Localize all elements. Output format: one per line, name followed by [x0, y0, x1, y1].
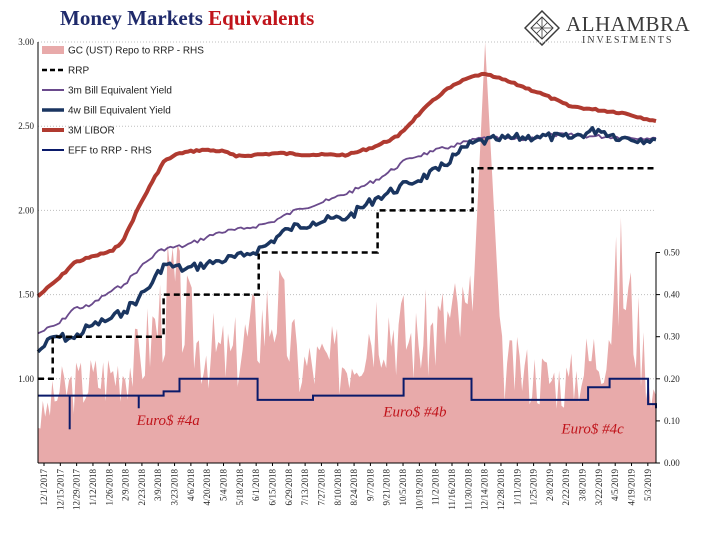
- x-tick-label-14: 6/15/2018: [267, 469, 277, 506]
- annotation-2: Euro$ #4c: [560, 422, 624, 438]
- x-tick-label-32: 2/22/2019: [561, 469, 571, 506]
- x-tick-label-1: 12/15/2017: [55, 469, 65, 511]
- logo-name: ALHAMBRA: [566, 12, 691, 36]
- x-tick-label-24: 11/2/2018: [431, 469, 441, 506]
- left-tick-label-3: 1.50: [18, 290, 34, 300]
- left-tick-label-0: 3.00: [18, 37, 34, 47]
- legend-label-0: GC (UST) Repo to RRP - RHS: [68, 46, 204, 57]
- x-tick-label-17: 7/27/2018: [316, 469, 326, 506]
- legend-label-5: EFF to RRP - RHS: [68, 146, 152, 157]
- series-3m-libor-line: [36, 71, 657, 298]
- right-tick-label-1: 0.40: [664, 290, 680, 300]
- series-rrp-line: [38, 167, 656, 381]
- x-tick-label-29: 1/11/2019: [512, 469, 522, 506]
- x-tick-label-3: 1/12/2018: [88, 469, 98, 506]
- left-tick-label-1: 2.50: [18, 121, 34, 131]
- x-tick-label-26: 11/30/2018: [463, 469, 473, 510]
- x-tick-label-13: 6/1/2018: [251, 469, 261, 502]
- x-tick-label-19: 8/24/2018: [349, 469, 359, 506]
- x-tick-label-22: 10/5/2018: [398, 469, 408, 506]
- series-4w-bill-line: [36, 126, 657, 354]
- x-tick-label-8: 3/23/2018: [170, 469, 180, 506]
- right-tick-label-0: 0.50: [664, 248, 680, 258]
- x-tick-label-7: 3/9/2018: [153, 469, 163, 502]
- title-part-1: Money Markets: [60, 6, 203, 30]
- series-eff-line: [38, 377, 657, 409]
- annotation-0: Euro$ #4a: [136, 413, 200, 429]
- x-tick-label-20: 9/7/2018: [365, 469, 375, 502]
- logo-subtitle: INVESTMENTS: [582, 35, 674, 46]
- x-tick-label-35: 4/5/2019: [610, 469, 620, 502]
- x-tick-label-25: 11/16/2018: [447, 469, 457, 510]
- x-tick-label-21: 9/21/2018: [382, 469, 392, 506]
- x-tick-label-10: 4/20/2018: [202, 469, 212, 506]
- legend-label-2: 3m Bill Equivalent Yield: [68, 86, 172, 97]
- right-tick-label-5: 0.00: [664, 458, 680, 468]
- series-gc-repo-area: [38, 42, 656, 463]
- logo-diamond-icon: [524, 10, 560, 46]
- x-tick-label-31: 2/8/2019: [545, 469, 555, 502]
- x-tick-label-12: 5/18/2018: [235, 469, 245, 506]
- x-tick-label-0: 12/1/2017: [39, 469, 49, 506]
- title-part-2: Equivalents: [208, 6, 315, 30]
- x-tick-label-23: 10/19/2018: [414, 469, 424, 511]
- annotation-1: Euro$ #4b: [382, 405, 447, 421]
- x-tick-label-11: 5/4/2018: [219, 469, 229, 502]
- right-tick-label-2: 0.30: [664, 332, 680, 342]
- legend-label-1: RRP: [68, 66, 89, 77]
- x-tick-label-33: 3/8/2019: [578, 469, 588, 502]
- x-tick-label-36: 4/19/2019: [627, 469, 637, 506]
- right-tick-label-3: 0.20: [664, 374, 680, 384]
- x-tick-label-34: 3/22/2019: [594, 469, 604, 506]
- x-tick-label-27: 12/14/2018: [480, 469, 490, 511]
- x-tick-label-28: 12/28/2018: [496, 469, 506, 511]
- x-tick-label-37: 5/3/2019: [643, 469, 653, 502]
- x-tick-label-5: 2/9/2018: [121, 469, 131, 502]
- left-tick-label-2: 2.00: [18, 205, 34, 215]
- x-tick-label-6: 2/23/2018: [137, 469, 147, 506]
- x-tick-label-9: 4/6/2018: [186, 469, 196, 502]
- right-tick-label-4: 0.10: [664, 416, 680, 426]
- x-tick-label-2: 12/29/2017: [72, 469, 82, 511]
- legend-swatch-0: [42, 46, 64, 54]
- legend-label-4: 3M LIBOR: [68, 126, 115, 137]
- x-tick-label-15: 6/29/2018: [284, 469, 294, 506]
- logo: ALHAMBRA INVESTMENTS: [522, 10, 702, 50]
- legend-label-3: 4w Bill Equivalent Yield: [68, 106, 171, 117]
- left-tick-label-4: 1.00: [18, 374, 34, 384]
- x-tick-label-18: 8/10/2018: [333, 469, 343, 506]
- x-tick-label-16: 7/13/2018: [300, 469, 310, 506]
- x-tick-label-30: 1/25/2019: [529, 469, 539, 506]
- page-title: Money Markets Equivalents: [60, 6, 314, 31]
- x-tick-label-4: 1/26/2018: [104, 469, 114, 506]
